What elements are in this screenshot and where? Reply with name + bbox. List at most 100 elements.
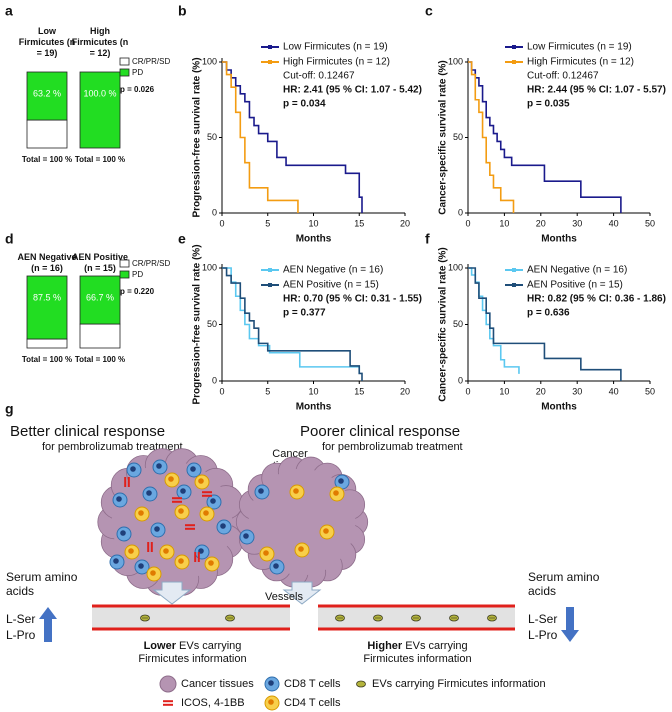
category-label-box: AEN Positive (n = 15) — [71, 252, 129, 273]
cd8-nucleus — [243, 533, 249, 539]
vessels-label: Vessels — [265, 591, 303, 603]
bar-segment — [26, 275, 68, 340]
legend-marker — [512, 268, 516, 272]
annotation: HR: 0.82 (95 % CI: 0.36 - 1.86) — [527, 294, 666, 305]
legend-marker — [268, 283, 272, 287]
cd4-nucleus — [198, 478, 204, 484]
legend-swatch — [119, 259, 130, 268]
y-tick-label: 50 — [207, 132, 217, 142]
value-label: 100.0 % — [83, 88, 116, 98]
ev-caption: Lower EVs carrying Firmicutes informatio… — [120, 640, 265, 666]
amino-acid: L-Ser — [6, 612, 35, 626]
amino-acid: L-Ser — [528, 612, 557, 626]
legend-label: Cancer tissues — [181, 678, 254, 690]
survival-curve — [222, 267, 363, 381]
x-tick-label: 40 — [609, 218, 619, 228]
legend-label: AEN Negative (n = 16) — [283, 265, 383, 276]
y-tick-label: 0 — [212, 375, 217, 385]
y-axis-label: Progression-free survival rate (%) — [192, 244, 203, 404]
bar-segment — [26, 338, 68, 349]
cd8-nucleus — [130, 466, 136, 472]
serum-label-box: Serum amino acids — [6, 570, 77, 598]
x-tick-label: 50 — [645, 218, 655, 228]
total-label: Total = 100 % — [22, 355, 72, 364]
cd4-nucleus — [168, 476, 174, 482]
ev-text: EVs carrying Firmicutes information — [363, 640, 472, 665]
cd4-nucleus — [293, 488, 299, 494]
y-tick-label: 100 — [202, 262, 217, 272]
cd8-nucleus — [210, 498, 216, 504]
serum-label: Serum amino acids — [528, 570, 600, 598]
category-label: High Firmicutes (n = 12) — [71, 26, 129, 58]
x-tick-label: 0 — [465, 218, 470, 228]
survival-curve — [222, 61, 299, 213]
cd8-nucleus — [146, 490, 152, 496]
x-tick-label: 20 — [400, 218, 410, 228]
x-axis-label: Months — [541, 234, 577, 245]
cd4-nucleus — [333, 490, 339, 496]
panel-letter: e — [178, 231, 186, 247]
legend-label: Low Firmicutes (n = 19) — [527, 42, 632, 53]
cd4-nucleus — [298, 546, 304, 552]
decrease-arrow — [561, 607, 579, 642]
ev-caption-box: Higher EVs carrying Firmicutes informati… — [345, 640, 490, 666]
legend-marker — [512, 283, 516, 287]
x-tick-label: 0 — [219, 386, 224, 396]
y-tick-label: 50 — [453, 319, 463, 329]
cd4-nucleus — [203, 510, 209, 516]
y-tick-label: 100 — [202, 56, 217, 66]
legend-label: PD — [132, 270, 143, 279]
x-tick-label: 0 — [219, 218, 224, 228]
y-tick-label: 0 — [458, 207, 463, 217]
x-tick-label: 10 — [308, 218, 318, 228]
annotation: p = 0.026 — [120, 85, 155, 94]
y-tick-label: 50 — [207, 319, 217, 329]
cd8-nucleus — [338, 478, 344, 484]
value-label: 66.7 % — [86, 292, 114, 302]
ev-text: EVs carrying Firmicutes information — [138, 640, 247, 665]
annotation: p = 0.035 — [527, 99, 570, 110]
survival-curve — [468, 267, 622, 381]
category-label-box: Low Firmicutes (n = 19) — [18, 26, 76, 58]
x-axis-label: Months — [296, 402, 332, 413]
y-axis-label: Cancer-specific survival rate (%) — [438, 247, 449, 402]
survival-curve — [468, 61, 622, 213]
legend-label: AEN Negative (n = 16) — [527, 265, 627, 276]
survival-curve — [222, 61, 363, 213]
cd8-nucleus — [138, 563, 144, 569]
category-label: Low Firmicutes (n = 19) — [18, 26, 76, 58]
legend-marker — [512, 45, 516, 49]
x-tick-label: 15 — [354, 218, 364, 228]
value-label: 63.2 % — [33, 88, 61, 98]
annotation: HR: 2.41 (95 % CI: 1.07 - 5.42) — [283, 85, 422, 96]
category-label: AEN Negative (n = 16) — [17, 252, 77, 273]
subtitle: for pembrolizumab treatment — [42, 441, 183, 453]
legend-label: High Firmicutes (n = 12) — [283, 57, 390, 68]
x-tick-label: 10 — [308, 386, 318, 396]
increase-arrow — [39, 607, 57, 642]
category-label: AEN Positive (n = 15) — [71, 252, 129, 273]
cd8-nucleus — [180, 488, 186, 494]
flow-arrow — [152, 581, 192, 605]
legend-label: High Firmicutes (n = 12) — [527, 57, 634, 68]
cd4-nucleus — [178, 508, 184, 514]
x-axis-label: Months — [296, 234, 332, 245]
annotation: HR: 2.44 (95 % CI: 1.07 - 5.57) — [527, 85, 666, 96]
ev-emphasis: Higher — [367, 640, 403, 652]
cd8-nucleus — [258, 488, 264, 494]
legend-marker — [268, 60, 272, 64]
ev-caption: Higher EVs carrying Firmicutes informati… — [345, 640, 490, 666]
legend-label: ICOS, 4-1BB — [181, 697, 245, 709]
cd4-nucleus — [323, 528, 329, 534]
y-tick-label: 100 — [448, 262, 463, 272]
cd4-nucleus — [138, 510, 144, 516]
panel-letter: b — [178, 3, 187, 19]
annotation: Cut-off: 0.12467 — [527, 71, 599, 82]
panel-letter: f — [425, 231, 430, 247]
x-tick-label: 5 — [265, 218, 270, 228]
cd8-nucleus — [120, 530, 126, 536]
legend-label: AEN Positive (n = 15) — [283, 280, 379, 291]
cd4-nucleus — [208, 560, 214, 566]
legend-label: CD4 T cells — [284, 697, 341, 709]
legend-label: PD — [132, 68, 143, 77]
